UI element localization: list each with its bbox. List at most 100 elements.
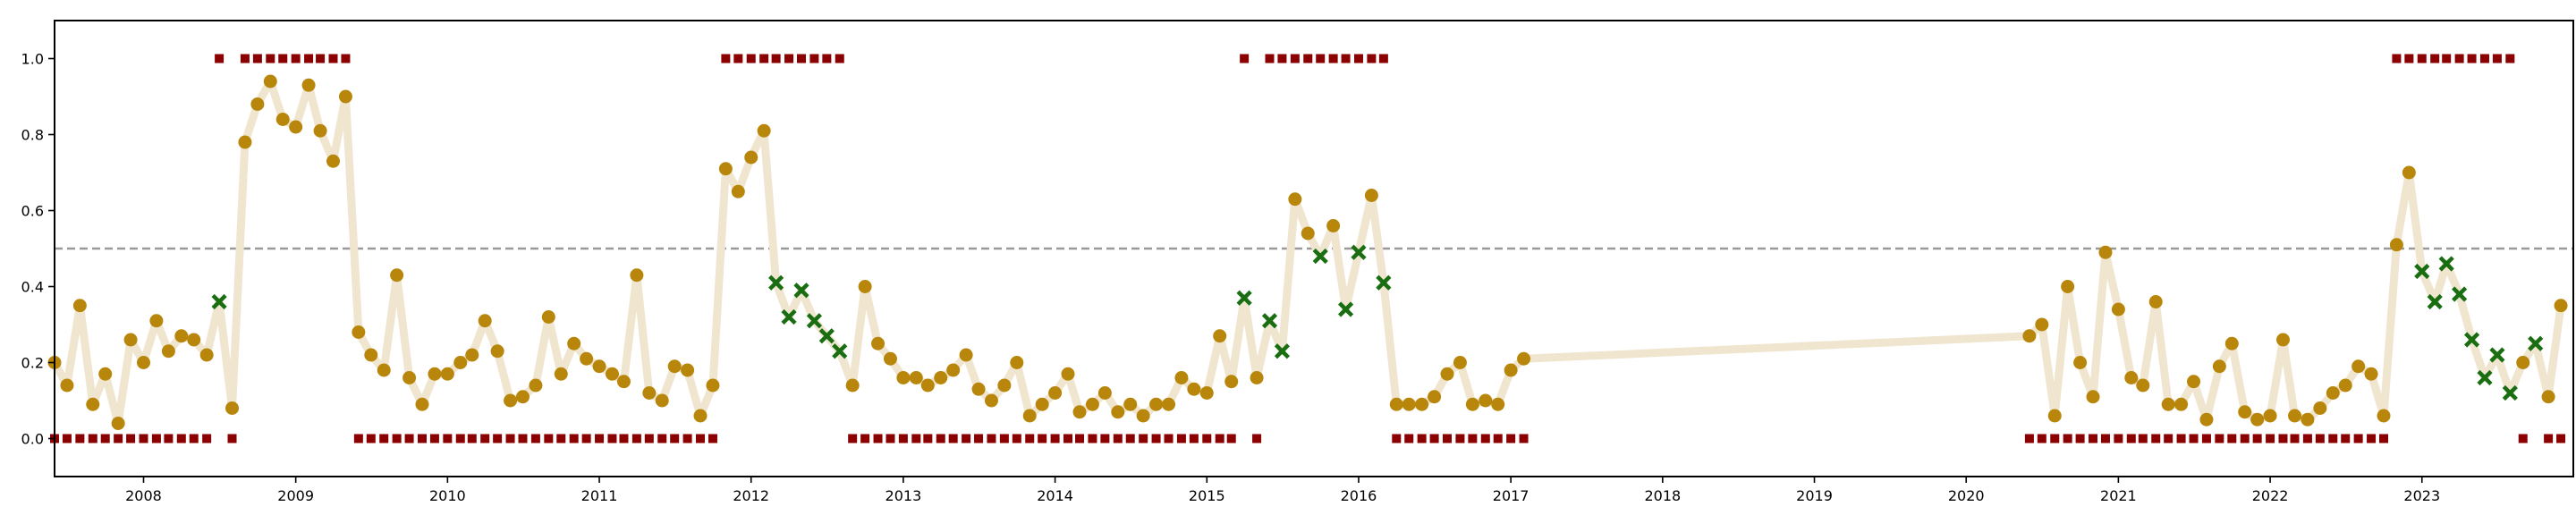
- score-point: [199, 348, 214, 362]
- class-marker: [1215, 434, 1224, 443]
- class-marker: [682, 434, 692, 443]
- cross-marker: [1351, 244, 1367, 260]
- score-point: [123, 333, 138, 347]
- score-point: [2136, 378, 2150, 393]
- class-marker: [2556, 434, 2566, 443]
- class-marker: [2278, 434, 2288, 443]
- score-point: [1035, 397, 1049, 411]
- score-point: [2073, 356, 2088, 369]
- cross-marker: [793, 283, 809, 299]
- class-marker: [455, 434, 465, 443]
- class-marker: [2302, 434, 2312, 443]
- class-marker: [619, 434, 629, 443]
- class-marker: [670, 434, 680, 443]
- class-marker: [569, 434, 579, 443]
- class-marker: [215, 54, 225, 63]
- class-marker: [1012, 434, 1021, 443]
- score-point: [984, 393, 998, 408]
- cross-marker: [2502, 384, 2518, 401]
- cross-stroke: [1236, 290, 1252, 306]
- score-point: [1022, 409, 1037, 423]
- cross-stroke: [2427, 293, 2443, 310]
- class-marker: [595, 434, 605, 443]
- class-marker: [784, 54, 794, 63]
- score-point: [225, 401, 240, 415]
- score-point: [2389, 238, 2403, 252]
- class-marker: [733, 54, 743, 63]
- class-marker: [886, 434, 895, 443]
- cross-stroke: [818, 328, 835, 344]
- score-point: [2061, 280, 2075, 293]
- y-tick-label: 0.6: [21, 203, 44, 220]
- x-tick-label: 2014: [1037, 487, 1073, 504]
- score-line: [50, 77, 2565, 427]
- score-point: [642, 386, 657, 400]
- class-marker: [1265, 54, 1275, 63]
- score-point: [1174, 371, 1189, 384]
- score-point: [289, 120, 303, 134]
- class-marker: [1113, 434, 1123, 443]
- class-marker: [2378, 434, 2388, 443]
- cross-marker: [2477, 369, 2493, 386]
- class-marker: [227, 434, 237, 443]
- class-marker: [607, 434, 617, 443]
- score-point: [1162, 397, 1176, 411]
- class-marker: [911, 434, 921, 443]
- score-point: [440, 367, 454, 381]
- axes-frame: [54, 20, 2574, 477]
- class-marker: [1277, 54, 1287, 63]
- class-marker: [2467, 54, 2477, 63]
- score-point: [541, 310, 555, 324]
- class-marker: [189, 434, 199, 443]
- class-marker: [2089, 434, 2098, 443]
- class-marker: [1506, 434, 1516, 443]
- cross-stroke: [2463, 332, 2480, 348]
- cross-marker: [818, 328, 835, 344]
- class-marker: [721, 54, 731, 63]
- score-point: [2212, 359, 2226, 374]
- score-point: [896, 371, 911, 384]
- class-marker: [1480, 434, 1490, 443]
- class-marker: [126, 434, 136, 443]
- cross-marker: [2452, 286, 2468, 302]
- cross-marker: [832, 343, 848, 359]
- class-marker: [2126, 434, 2136, 443]
- class-marker: [771, 54, 781, 63]
- class-marker: [809, 54, 819, 63]
- class-marker: [2063, 434, 2072, 443]
- score-point: [453, 356, 468, 369]
- class-marker: [2164, 434, 2174, 443]
- class-marker: [898, 434, 908, 443]
- class-marker: [2266, 434, 2275, 443]
- class-marker: [1429, 434, 1439, 443]
- cross-marker: [1261, 313, 1278, 329]
- class-marker: [1100, 434, 1110, 443]
- score-point: [934, 371, 948, 384]
- cross-marker: [1274, 343, 1291, 359]
- class-marker: [1316, 54, 1326, 63]
- class-marker: [2037, 434, 2046, 443]
- class-marker: [631, 434, 641, 443]
- class-marker: [2315, 434, 2325, 443]
- cross-stroke: [1337, 301, 1354, 317]
- score-point: [161, 344, 175, 359]
- class-marker: [429, 434, 439, 443]
- score-point: [2516, 356, 2530, 369]
- class-marker: [822, 54, 832, 63]
- class-marker: [2492, 54, 2502, 63]
- score-point: [1010, 356, 1024, 369]
- score-point: [2326, 386, 2340, 400]
- class-marker: [1025, 434, 1035, 443]
- score-point: [2364, 367, 2378, 381]
- score-point: [1213, 329, 1227, 343]
- score-point: [2313, 401, 2327, 415]
- class-marker: [1392, 434, 1402, 443]
- class-marker: [2176, 434, 2186, 443]
- class-marker: [341, 54, 351, 63]
- cross-stroke: [1376, 274, 1392, 291]
- score-point: [1389, 397, 1403, 411]
- class-marker: [1290, 54, 1300, 63]
- cross-marker: [2414, 263, 2430, 280]
- class-marker: [1189, 434, 1199, 443]
- y-tick-label: 0.4: [21, 279, 44, 296]
